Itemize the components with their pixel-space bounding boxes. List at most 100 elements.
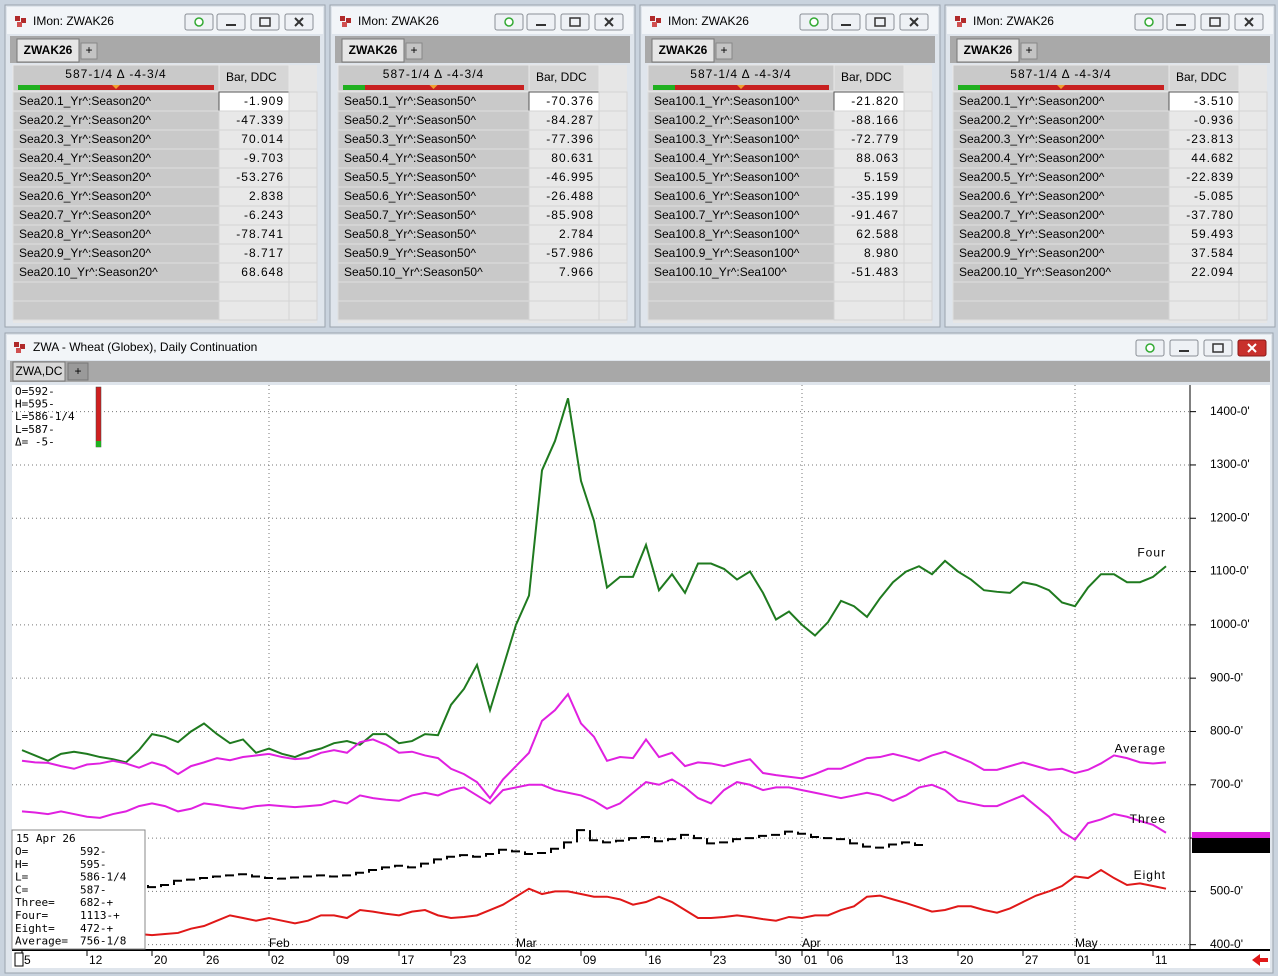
extra-cell [598,300,628,321]
month-label: Apr [802,936,821,950]
window-button[interactable] [1135,339,1165,357]
extra-cell [903,186,933,207]
button-icon [294,17,304,27]
tab-label: ZWAK26 [964,43,1013,57]
price-bar [472,855,481,858]
window-button[interactable] [1203,339,1233,357]
window-button[interactable] [184,13,214,31]
button-frame [250,13,280,31]
window-button[interactable] [284,13,314,31]
x-tick-label: 13 [895,953,909,967]
tab-add[interactable] [405,42,423,60]
plot-area [12,385,1270,968]
row-value: 62.588 [856,227,899,241]
price-bar [862,843,871,848]
price-bar [849,839,858,845]
window-button[interactable] [594,13,624,31]
window-button[interactable] [1237,339,1267,357]
cursor-value: 587- [80,883,107,896]
cursor-label: Average= [15,935,68,948]
app-icon [15,16,20,21]
window-button[interactable] [1200,13,1230,31]
app-icon [652,22,657,27]
row-label: Sea50.6_Yr^:Season50^ [344,189,476,203]
row-label: Sea20.8_Yr^:Season20^ [19,227,151,241]
extra-cell [598,91,628,112]
window-button[interactable] [560,13,590,31]
button-icon [1209,17,1221,27]
window-button[interactable] [1134,13,1164,31]
tab[interactable] [651,38,715,63]
window-button[interactable] [799,13,829,31]
window-button[interactable] [865,13,895,31]
x-tick-label: 02 [271,953,285,967]
app-icon [342,22,347,27]
tab-add[interactable] [1020,42,1038,60]
button-icon [1144,17,1154,27]
price-bar [706,838,715,845]
header-cell [528,64,600,92]
window-button[interactable] [526,13,556,31]
price-bar [875,846,884,849]
price-bar [758,834,767,839]
cursor-label: Four= [15,909,48,922]
tab[interactable] [16,38,80,63]
row-label: Sea200.7_Yr^:Season200^ [959,208,1105,222]
extra-cell [1238,205,1268,226]
tab-label: ZWAK26 [349,43,398,57]
cursor-value: 472-+ [80,922,113,935]
row-value: 68.648 [241,265,284,279]
cursor-label: O= [15,845,29,858]
button-icon [604,17,614,27]
window-button[interactable] [1166,13,1196,31]
tab-add-label: + [1025,43,1032,57]
tab[interactable] [341,38,405,63]
scroll-arrow[interactable] [1252,954,1268,966]
extra-cell [288,91,318,112]
label-cell [647,281,835,302]
price-bar [524,851,533,856]
window-button[interactable] [494,13,524,31]
button-icon [504,17,514,27]
row-label: Sea20.7_Yr^:Season20^ [19,208,151,222]
window-button[interactable] [216,13,246,31]
price-bar [160,883,169,888]
x-tick-label: 20 [154,953,168,967]
row-value: 80.631 [551,151,594,165]
extra-cell [598,262,628,283]
tab-add[interactable] [67,362,89,381]
extra-cell [1238,167,1268,188]
price-flag-other [1192,831,1270,838]
extra-cell [1238,129,1268,150]
series-label: Four [1137,545,1166,559]
window-button[interactable] [1169,339,1199,357]
tab-add[interactable] [715,42,733,60]
value-cell [218,300,290,321]
app-icon [957,22,962,27]
extra-cell [903,91,933,112]
price-bar [303,875,312,878]
row-label: Sea200.9_Yr^:Season200^ [959,246,1105,260]
row-value: 22.094 [1191,265,1234,279]
scroll-marker[interactable] [14,952,24,967]
app-icon [21,18,26,23]
window-button[interactable] [250,13,280,31]
window-button[interactable] [1234,13,1264,31]
row-value: 70.014 [241,132,284,146]
tab[interactable] [12,361,66,382]
row-label: Sea200.8_Yr^:Season200^ [959,227,1105,241]
button-frame [831,13,861,31]
window-button[interactable] [831,13,861,31]
price-bar [719,841,728,844]
x-tick-label: 16 [648,953,662,967]
extra-cell [288,205,318,226]
tab[interactable] [956,38,1020,63]
series-label: Average [1115,742,1166,756]
extra-cell [1238,148,1268,169]
row-value: -0.936 [1194,113,1234,127]
price-bar [394,864,403,868]
button-frame [1166,13,1196,31]
tab-add[interactable] [80,42,98,60]
window-button[interactable] [899,13,929,31]
extra-cell [1238,300,1268,321]
